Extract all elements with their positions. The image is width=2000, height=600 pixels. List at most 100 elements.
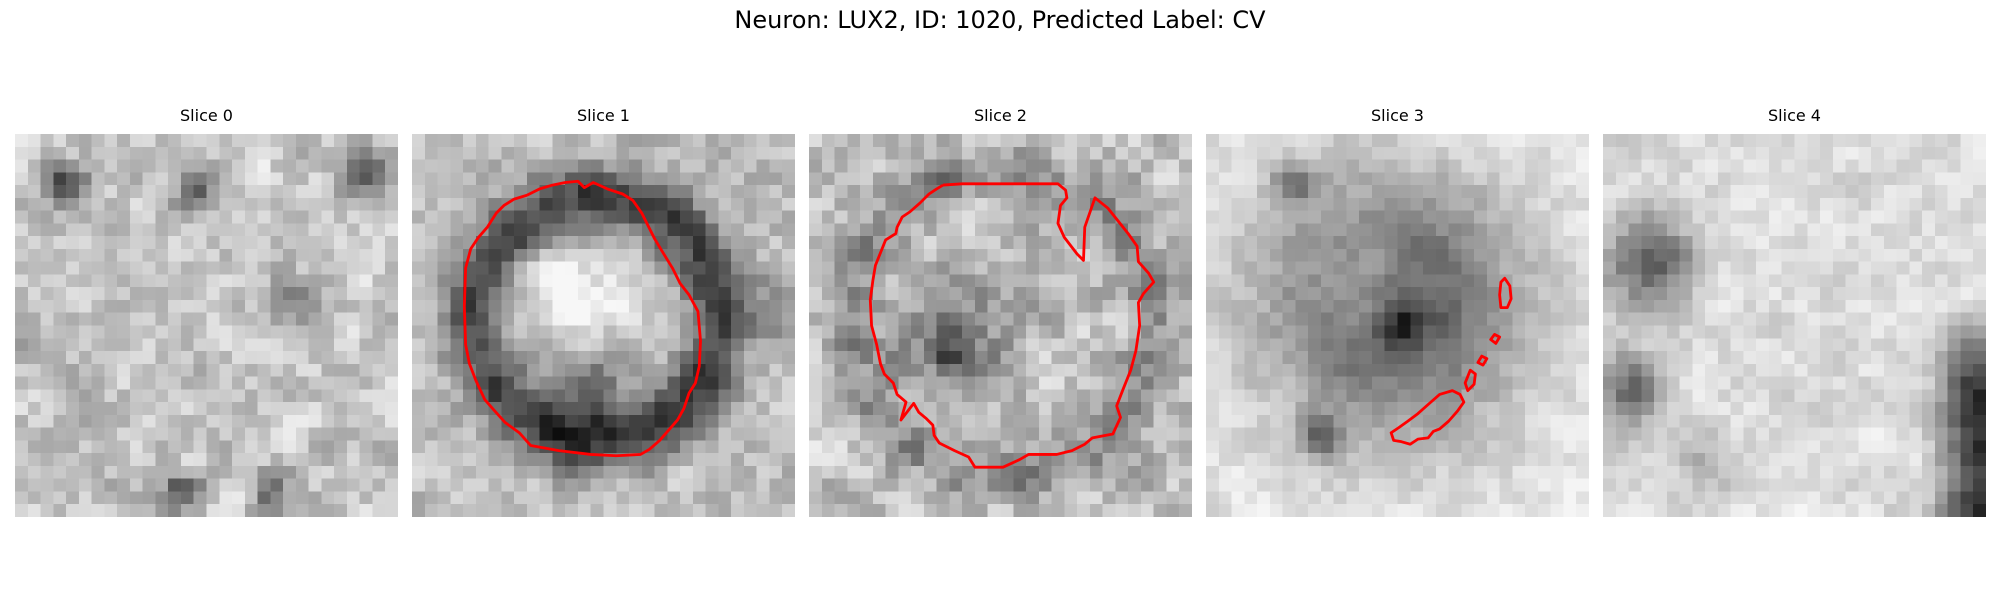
pixel xyxy=(1858,325,1872,339)
pixel xyxy=(475,248,489,262)
pixel xyxy=(180,236,194,250)
pixel xyxy=(91,453,105,467)
pixel xyxy=(885,172,899,186)
pixel xyxy=(847,172,861,186)
pixel xyxy=(809,274,823,288)
pixel xyxy=(629,325,643,339)
pixel xyxy=(1089,389,1103,403)
pixel xyxy=(1692,287,1706,301)
pixel xyxy=(450,299,464,313)
pixel xyxy=(872,414,886,428)
pixel xyxy=(1717,453,1731,467)
pixel xyxy=(1179,287,1192,301)
pixel xyxy=(1654,414,1668,428)
pixel xyxy=(1537,185,1551,199)
pixel xyxy=(1218,159,1232,173)
pixel xyxy=(680,312,694,326)
pixel xyxy=(809,146,823,160)
pixel xyxy=(1845,325,1859,339)
pixel xyxy=(463,376,477,390)
pixel xyxy=(1295,236,1309,250)
pixel xyxy=(705,453,719,467)
pixel xyxy=(1768,287,1782,301)
pixel xyxy=(1474,312,1488,326)
pixel xyxy=(232,185,246,199)
pixel xyxy=(1038,453,1052,467)
pixel xyxy=(1384,261,1398,275)
pixel xyxy=(1359,146,1373,160)
pixel xyxy=(232,376,246,390)
pixel xyxy=(654,325,668,339)
pixel xyxy=(782,414,795,428)
pixel xyxy=(1537,274,1551,288)
pixel xyxy=(923,134,937,148)
pixel xyxy=(1832,197,1846,211)
pixel xyxy=(847,287,861,301)
pixel xyxy=(232,325,246,339)
pixel xyxy=(782,325,795,339)
pixel xyxy=(962,299,976,313)
pixel xyxy=(321,287,335,301)
pixel xyxy=(1257,325,1271,339)
pixel xyxy=(1666,197,1680,211)
pixel xyxy=(718,312,732,326)
pixel xyxy=(1461,172,1475,186)
pixel xyxy=(1743,427,1757,441)
pixel xyxy=(270,427,284,441)
pixel xyxy=(1308,453,1322,467)
pixel xyxy=(616,287,630,301)
pixel xyxy=(488,146,502,160)
pixel xyxy=(809,299,823,313)
pixel xyxy=(590,146,604,160)
pixel xyxy=(1346,478,1360,492)
pixel xyxy=(219,146,233,160)
pixel xyxy=(232,338,246,352)
pixel xyxy=(1550,299,1564,313)
pixel xyxy=(412,299,426,313)
pixel xyxy=(91,210,105,224)
pixel xyxy=(603,210,617,224)
pixel xyxy=(1654,299,1668,313)
pixel xyxy=(1654,274,1668,288)
pixel xyxy=(1423,197,1437,211)
pixel xyxy=(1257,478,1271,492)
pixel xyxy=(1499,210,1513,224)
pixel xyxy=(385,465,398,479)
pixel xyxy=(1308,338,1322,352)
pixel xyxy=(577,491,591,505)
pixel xyxy=(219,389,233,403)
pixel xyxy=(1128,134,1142,148)
pixel xyxy=(1474,440,1488,454)
pixel xyxy=(40,274,54,288)
pixel xyxy=(1410,248,1424,262)
pixel xyxy=(1628,338,1642,352)
pixel xyxy=(1909,465,1923,479)
pixel xyxy=(705,440,719,454)
pixel xyxy=(1448,325,1462,339)
pixel xyxy=(911,338,925,352)
pixel xyxy=(1909,402,1923,416)
pixel xyxy=(577,261,591,275)
pixel xyxy=(936,287,950,301)
pixel xyxy=(1244,414,1258,428)
slice-title: Slice 4 xyxy=(1768,106,1821,125)
pixel xyxy=(705,159,719,173)
pixel xyxy=(1206,236,1220,250)
pixel xyxy=(1333,223,1347,237)
pixel xyxy=(1423,440,1437,454)
pixel xyxy=(923,261,937,275)
pixel xyxy=(463,440,477,454)
pixel xyxy=(1832,210,1846,224)
pixel xyxy=(1603,414,1617,428)
pixel xyxy=(1768,427,1782,441)
pixel xyxy=(1909,312,1923,326)
pixel xyxy=(1654,210,1668,224)
pixel xyxy=(1308,134,1322,148)
pixel xyxy=(1960,210,1974,224)
pixel xyxy=(1871,325,1885,339)
pixel xyxy=(372,197,386,211)
pixel xyxy=(1333,172,1347,186)
pixel xyxy=(1960,146,1974,160)
pixel xyxy=(1026,210,1040,224)
pixel xyxy=(1832,376,1846,390)
